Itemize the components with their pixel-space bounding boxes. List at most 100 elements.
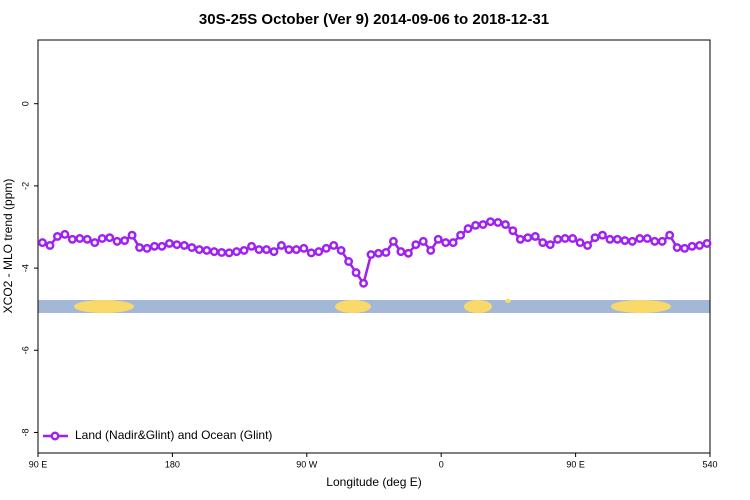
- data-point: [471, 220, 480, 230]
- data-point: [359, 278, 368, 288]
- data-point: [583, 241, 592, 250]
- data-point: [254, 245, 264, 255]
- data-point: [560, 234, 570, 243]
- legend-marker: [50, 431, 60, 441]
- data-point: [247, 241, 256, 251]
- data-point: [612, 234, 622, 244]
- data-point: [314, 247, 324, 257]
- data-point: [38, 238, 47, 248]
- data-point: [433, 234, 443, 244]
- y-tick-label: -8: [20, 428, 30, 436]
- data-point: [276, 241, 286, 250]
- data-point: [590, 233, 600, 243]
- data-point: [500, 220, 510, 229]
- data-point: [82, 234, 92, 244]
- data-point: [568, 234, 578, 243]
- y-tick-label: -2: [20, 182, 30, 190]
- land-patch: [335, 300, 371, 313]
- data-point: [321, 243, 331, 253]
- chart-title: 30S-25S October (Ver 9) 2014-09-06 to 20…: [199, 11, 549, 28]
- data-point: [598, 230, 607, 240]
- data-point: [329, 241, 339, 250]
- data-point: [217, 248, 227, 257]
- data-point: [403, 248, 413, 258]
- x-tick-label: 180: [165, 459, 180, 469]
- data-point: [75, 234, 85, 243]
- data-point: [493, 218, 503, 227]
- data-point: [366, 250, 376, 259]
- data-point: [209, 247, 219, 257]
- data-point: [627, 236, 637, 246]
- data-point: [164, 238, 174, 248]
- data-point: [695, 241, 704, 250]
- data-point: [351, 268, 361, 278]
- data-point: [135, 243, 144, 252]
- data-point: [478, 220, 488, 229]
- data-point: [575, 238, 585, 248]
- x-tick-label: 90 E: [566, 459, 585, 469]
- data-point: [90, 238, 100, 248]
- data-point: [515, 234, 525, 244]
- land-patch: [74, 300, 134, 313]
- land-ocean-strip: [38, 299, 710, 313]
- data-point: [702, 238, 712, 248]
- data-point: [687, 241, 697, 251]
- land-patch: [464, 300, 492, 313]
- data-point: [605, 234, 615, 244]
- data-point: [120, 236, 130, 245]
- data-point: [672, 243, 682, 252]
- x-tick-label: 0: [439, 459, 444, 469]
- data-point: [291, 245, 301, 255]
- data-point: [344, 257, 354, 266]
- data-point: [194, 245, 204, 255]
- data-point: [426, 245, 436, 255]
- data-point: [105, 233, 115, 243]
- data-point: [45, 241, 55, 250]
- data-point: [306, 248, 316, 258]
- x-tick-label: 540: [702, 459, 717, 469]
- data-point: [545, 240, 555, 250]
- data-point: [142, 243, 152, 253]
- data-point: [284, 245, 294, 255]
- y-tick-label: -6: [20, 346, 30, 354]
- data-point: [202, 245, 212, 255]
- data-point: [508, 226, 518, 236]
- data-point: [52, 231, 62, 241]
- data-point: [262, 245, 271, 255]
- data-point: [463, 224, 473, 234]
- data-point: [665, 230, 675, 240]
- data-point: [67, 234, 77, 244]
- data-point: [411, 240, 421, 250]
- data-point: [97, 234, 107, 243]
- data-point: [336, 245, 346, 255]
- data-point: [239, 245, 249, 255]
- data-point: [381, 248, 391, 257]
- data-point: [172, 240, 182, 250]
- data-point: [269, 247, 279, 257]
- data-point: [642, 234, 652, 243]
- legend-label: Land (Nadir&Glint) and Ocean (Glint): [75, 428, 272, 442]
- y-tick-label: -4: [20, 264, 30, 272]
- data-point: [224, 248, 234, 258]
- data-point: [680, 243, 690, 253]
- data-point: [179, 241, 189, 250]
- data-point: [60, 229, 70, 239]
- data-point: [441, 238, 451, 248]
- land-patch: [505, 299, 511, 303]
- data-point: [448, 238, 458, 248]
- y-axis-label: XCO2 - MLO trend (ppm): [1, 179, 15, 314]
- data-point: [150, 241, 159, 251]
- data-point: [523, 233, 533, 243]
- data-point: [418, 236, 428, 246]
- x-tick-label: 90 E: [29, 459, 48, 469]
- data-point: [456, 230, 466, 240]
- data-point: [112, 236, 122, 246]
- data-point: [486, 217, 495, 227]
- data-point: [374, 248, 383, 258]
- land-patch: [611, 300, 671, 313]
- data-point: [635, 234, 645, 243]
- ocean-strip: [38, 300, 710, 313]
- data-point: [127, 230, 137, 240]
- data-point: [650, 236, 660, 246]
- data-point: [657, 236, 667, 246]
